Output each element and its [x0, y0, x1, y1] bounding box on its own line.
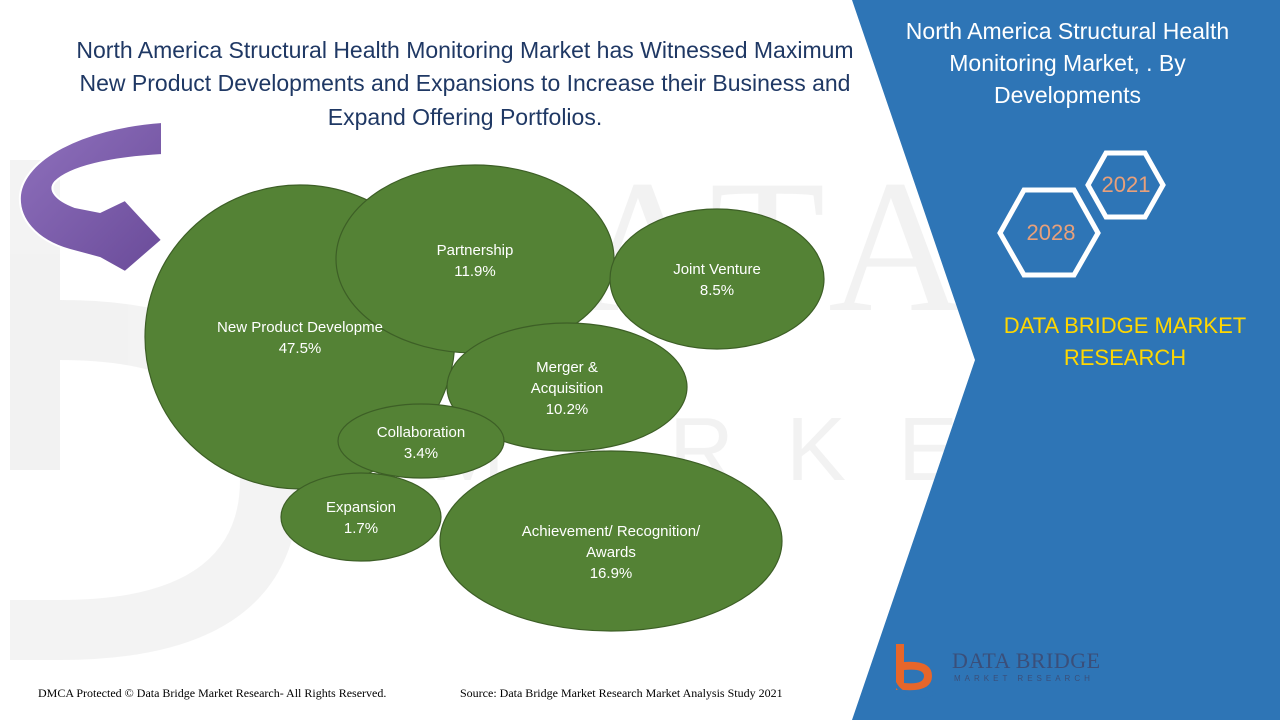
bubble-value-collaboration: 3.4% — [404, 445, 438, 462]
bubble-value-joint-venture: 8.5% — [700, 282, 734, 299]
bubble-value-merger-acquisition: 10.2% — [546, 401, 589, 418]
bubble-label-collaboration: Collaboration 3.4% — [377, 424, 465, 462]
footer-source: Source: Data Bridge Market Research Mark… — [460, 686, 783, 700]
bubble-merger-acquisition — [446, 322, 688, 452]
bubble-value-partnership: 11.9% — [454, 263, 495, 280]
bubble-value-new-product-development: 47.5% — [279, 340, 322, 357]
bubble-label-expansion: Expansion 1.7% — [326, 499, 396, 537]
year-end: 2028 — [1026, 220, 1076, 245]
bubble-achievement-recognition-awards — [439, 450, 783, 632]
bubble-label-partnership: Partnership 11.9% — [437, 242, 514, 280]
year-start: 2021 — [1101, 172, 1151, 197]
bubble-expansion — [280, 472, 442, 562]
logo-name: DATA BRIDGE — [952, 648, 1101, 673]
logo-subtitle: MARKET RESEARCH — [954, 674, 1094, 683]
bubble-label-new-product-development: New Product Developme 47.5% — [217, 319, 383, 357]
curved-arrow-icon — [18, 120, 164, 274]
bubble-label-merger-acquisition: Merger & Acquisition 10.2% — [531, 359, 604, 418]
logo-icon — [892, 644, 942, 698]
bubble-joint-venture — [609, 208, 825, 350]
footer-copyright: DMCA Protected © Data Bridge Market Rese… — [38, 686, 387, 700]
brand-name: DATA BRIDGE MARKET RESEARCH — [1003, 313, 1247, 370]
main-title: North America Structural Health Monitori… — [76, 37, 854, 130]
panel-title: North America Structural Health Monitori… — [905, 18, 1230, 109]
bubble-value-expansion: 1.7% — [344, 520, 378, 537]
bubble-collaboration — [337, 403, 505, 479]
bubble-label-joint-venture: Joint Venture 8.5% — [673, 261, 761, 299]
bubble-label-achievement-recognition-awards: Achievement/ Recognition/Awards 16.9% — [522, 523, 701, 582]
bubble-value-achievement-recognition-awards: 16.9% — [590, 565, 633, 582]
